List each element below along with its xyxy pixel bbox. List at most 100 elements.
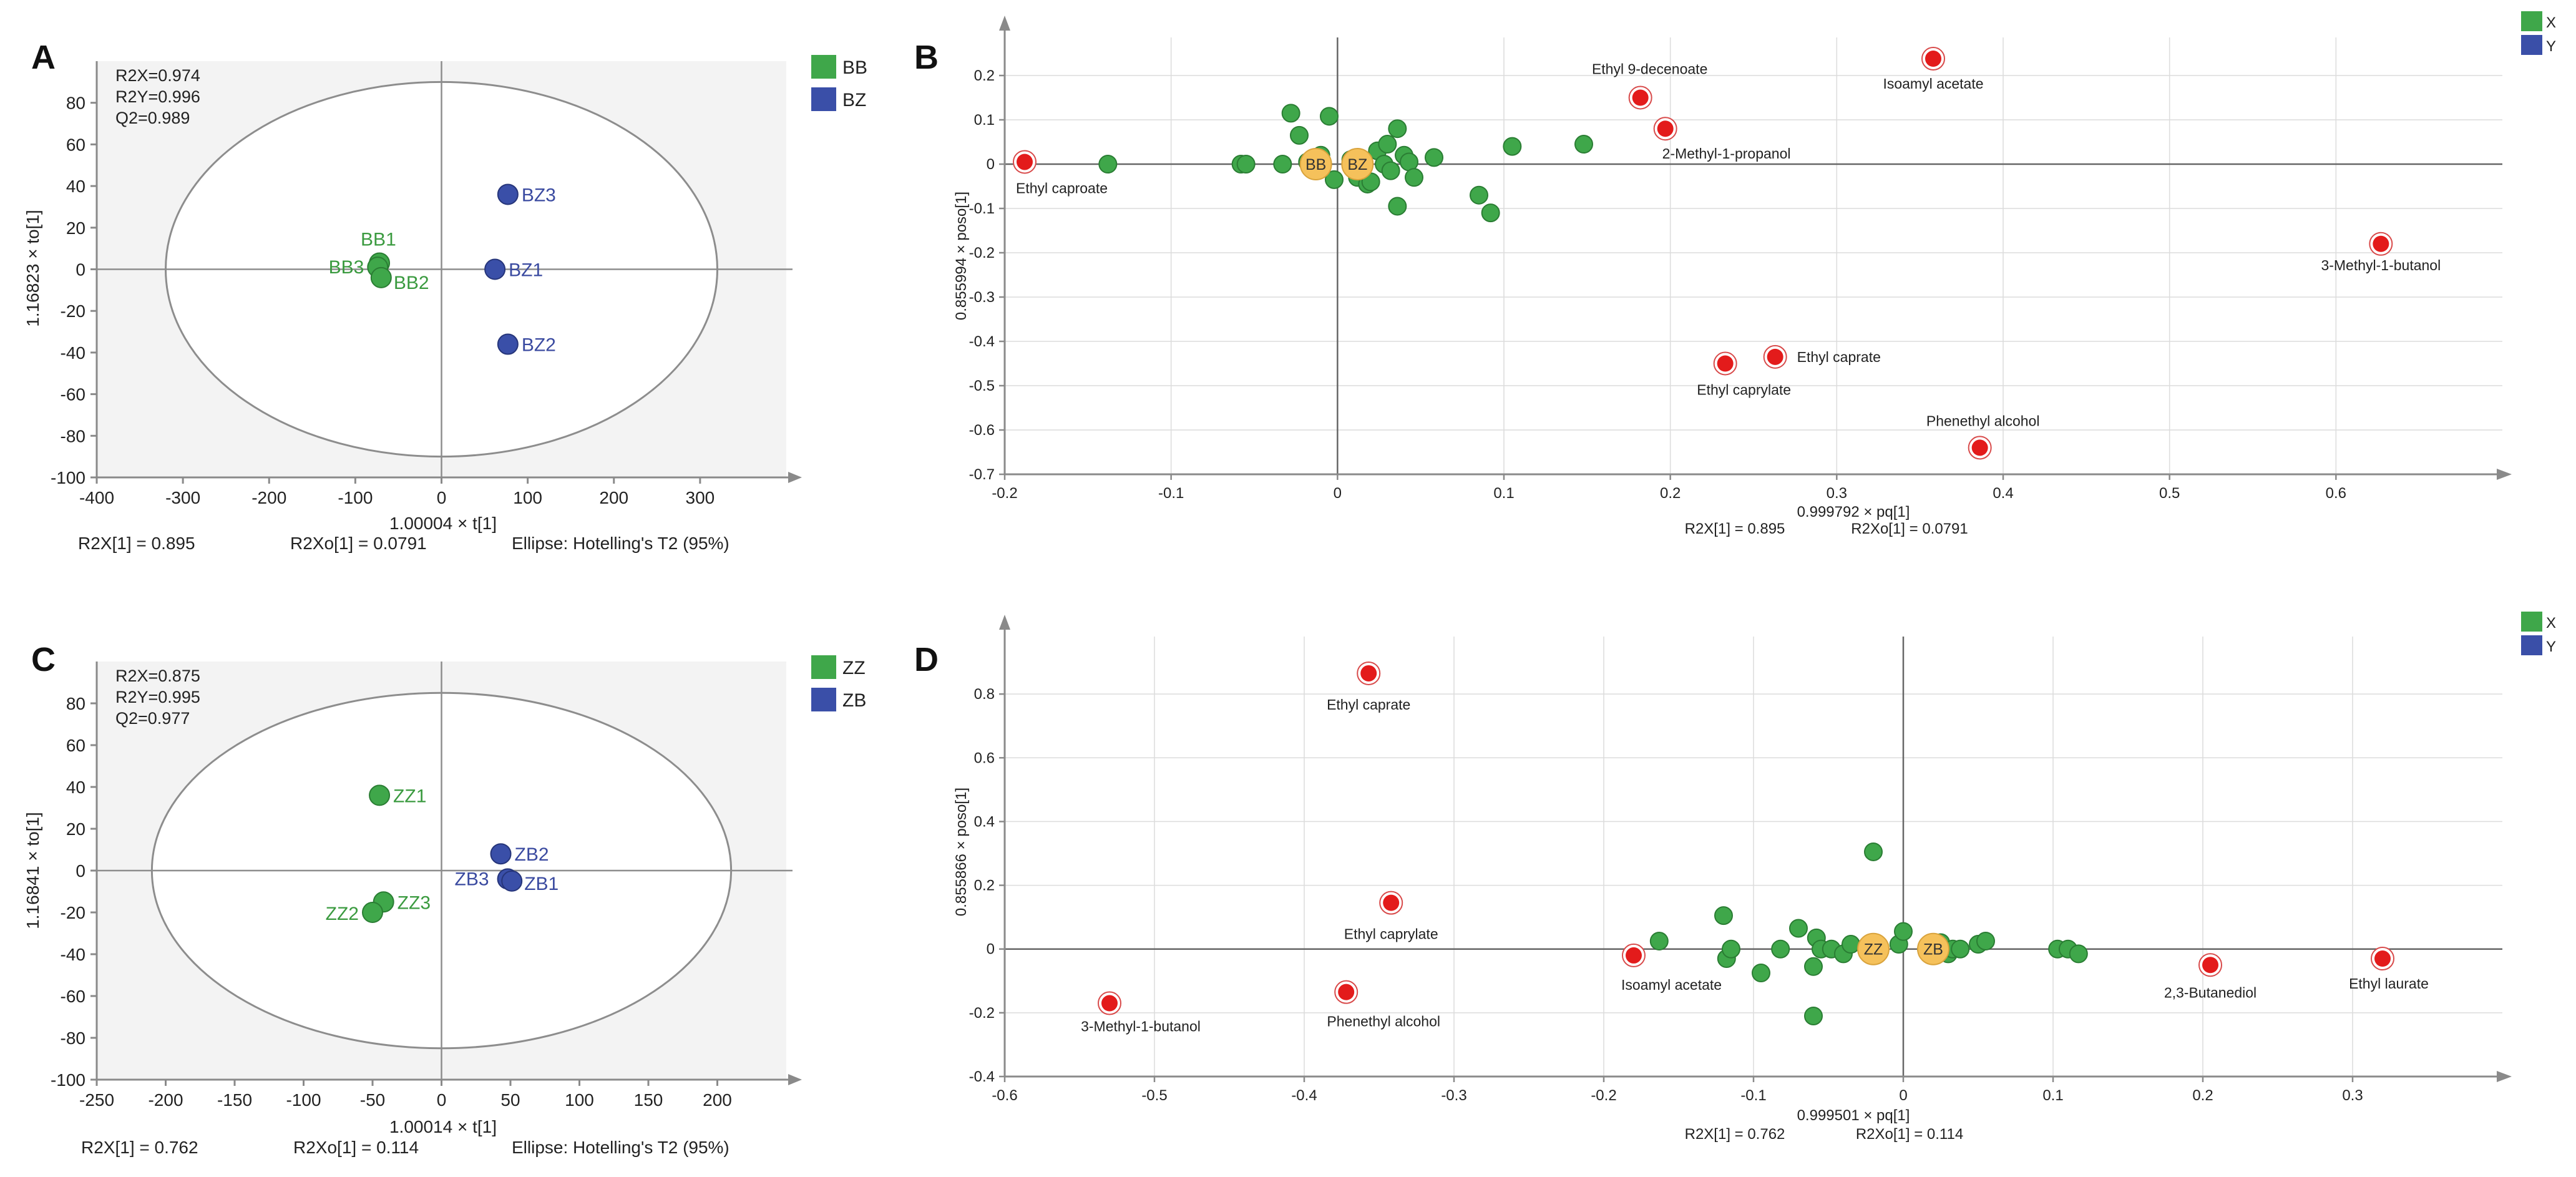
x-variable-point: [1325, 170, 1344, 189]
legend-swatch: [2521, 612, 2542, 632]
x-variable-point: [1236, 155, 1256, 173]
panel-label: A: [31, 39, 56, 76]
x-variable-point: [1381, 161, 1400, 180]
x-variable-point: [1842, 935, 1860, 954]
compound-label: Ethyl caprate: [1797, 349, 1881, 365]
stat-text: R2X=0.974: [115, 66, 200, 85]
panel-label: C: [31, 641, 56, 678]
compound-label: Ethyl caprate: [1327, 696, 1410, 713]
x-tick-label: -200: [148, 1090, 183, 1110]
y-tick-label: 80: [66, 94, 85, 113]
x-tick-label: -300: [165, 488, 200, 507]
x-tick-label: 200: [703, 1090, 732, 1110]
x-variable-point: [1574, 135, 1593, 154]
compound-label: 3-Methyl-1-butanol: [1081, 1018, 1201, 1035]
point-label: ZZ1: [393, 786, 426, 806]
stat-text: Q2=0.977: [115, 709, 190, 728]
x-tick-label: 0.1: [2042, 1087, 2063, 1104]
point-label: ZB1: [524, 874, 559, 894]
y-axis-label: 0.855866 × poso[1]: [953, 788, 970, 916]
legend-swatch: [811, 655, 836, 679]
x-variable-point: [1804, 957, 1823, 976]
x-tick-label: 0.2: [2192, 1087, 2213, 1104]
y-variable-point: [1857, 932, 1890, 965]
x-tick-label: -0.6: [992, 1087, 1017, 1104]
legend-swatch: [2521, 11, 2542, 31]
x-variable-point: [1281, 104, 1300, 123]
x-variable-point: [1098, 155, 1118, 173]
y-axis-arrow: [999, 615, 1010, 630]
highlight-point: [1717, 355, 1734, 372]
y-axis-label: 1.16823 × to[1]: [23, 210, 42, 327]
x-tick-label: 0.6: [2326, 485, 2346, 502]
x-tick-label: 0.3: [1827, 485, 1847, 502]
y-variable-label: BB: [1305, 156, 1326, 173]
panel-label: D: [914, 641, 939, 678]
footer-text: Ellipse: Hotelling's T2 (95%): [512, 534, 729, 553]
x-tick-label: -0.4: [1291, 1087, 1317, 1104]
y-variable-point: [1299, 148, 1332, 180]
highlight-point: [1101, 995, 1118, 1012]
y-tick-label: 0.2: [974, 67, 995, 84]
point-label: BZ1: [509, 260, 543, 281]
x-tick-label: 100: [565, 1090, 594, 1110]
x-tick-label: 300: [686, 488, 715, 507]
x-axis-label: 1.00004 × t[1]: [389, 514, 497, 533]
score-point: [490, 843, 512, 865]
x-variable-point: [1290, 125, 1309, 145]
x-tick-label: -150: [217, 1090, 252, 1110]
x-tick-label: 0.1: [1493, 485, 1514, 502]
footer-text: R2X[1] = 0.895: [78, 534, 195, 553]
compound-label: Ethyl laurate: [2349, 975, 2429, 992]
compound-label: Ethyl caprylate: [1697, 382, 1791, 398]
y-tick-label: -0.5: [969, 378, 995, 394]
x-variable-point: [1771, 939, 1790, 959]
legend-swatch: [2521, 635, 2542, 655]
x-variable-point: [1976, 931, 1995, 950]
y-tick-label: 80: [66, 694, 85, 713]
highlight-point: [1632, 89, 1649, 106]
compound-label: 3-Methyl-1-butanol: [2321, 257, 2441, 273]
y-variable-point: [1917, 932, 1949, 965]
y-tick-label: 20: [66, 819, 85, 839]
x-variable-point: [1894, 922, 1913, 941]
x-axis-arrow: [2497, 469, 2512, 480]
point-label: BZ2: [522, 335, 556, 356]
y-tick-label: 60: [66, 736, 85, 755]
highlight-point: [1360, 665, 1377, 681]
panel-C: -250 -200 -150 -100 -50 0 50 100 150 200-100-80-6…: [23, 641, 866, 1157]
footer-text: R2Xo[1] = 0.114: [1856, 1126, 1963, 1143]
panel-D: -0.6 -0.5 -0.4 -0.3 -0.2 -0.1 0 0.1 0.2 0.3 -0.4 -0…: [914, 612, 2556, 1143]
y-tick-label: -100: [51, 1070, 85, 1090]
x-variable-point: [1649, 931, 1669, 950]
legend-label: X: [2546, 14, 2556, 31]
compound-label: 2-Methyl-1-propanol: [1662, 145, 1791, 162]
x-tick-label: 0: [1334, 485, 1342, 502]
score-point: [501, 870, 523, 892]
stat-text: Q2=0.989: [115, 109, 190, 127]
y-tick-label: 0: [987, 156, 995, 173]
x-variable-point: [1503, 137, 1522, 156]
x-variable-point: [1864, 842, 1883, 861]
x-tick-label: -400: [79, 488, 114, 507]
y-tick-label: 0: [76, 861, 85, 881]
y-tick-label: -0.1: [969, 200, 995, 217]
footer-text: Ellipse: Hotelling's T2 (95%): [512, 1138, 729, 1157]
panel-B: -0.2 -0.1 0 0.1 0.2 0.3 0.4 0.5 0.6 -0.7 -0.6 -0.5 -…: [914, 11, 2556, 537]
footer-text: R2Xo[1] = 0.0791: [1851, 520, 1968, 537]
y-variable-point: [1341, 148, 1374, 180]
y-axis-label: 0.855994 × poso[1]: [953, 192, 970, 320]
highlight-point: [1971, 439, 1988, 456]
y-tick-label: 0.4: [974, 813, 995, 830]
y-variable-label: ZB: [1923, 941, 1943, 959]
y-tick-label: -20: [61, 301, 85, 321]
highlight-point: [1383, 894, 1400, 911]
x-variable-point: [1752, 964, 1770, 983]
x-tick-label: 0.4: [1993, 485, 2013, 502]
point-label: BB1: [361, 229, 396, 250]
x-axis-arrow: [788, 1074, 802, 1085]
x-variable-point: [1722, 939, 1740, 959]
y-tick-label: -80: [61, 1028, 85, 1048]
footer-text: R2Xo[1] = 0.0791: [290, 534, 427, 553]
legend-label: ZB: [842, 690, 866, 711]
